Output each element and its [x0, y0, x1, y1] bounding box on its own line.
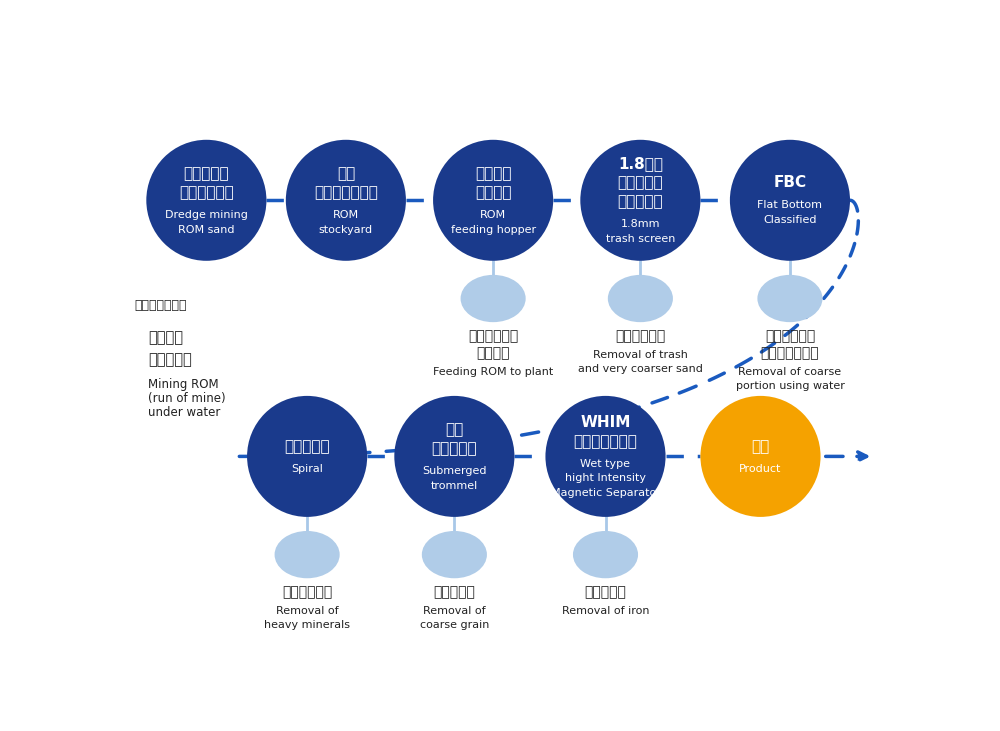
Ellipse shape — [433, 140, 553, 261]
Text: 原鉱供給: 原鉱供給 — [475, 166, 511, 181]
Text: Classified: Classified — [763, 215, 817, 225]
Text: Submerged: Submerged — [422, 466, 487, 476]
Text: 原鉱: 原鉱 — [337, 166, 355, 181]
Text: ドレッジ式: ドレッジ式 — [184, 166, 229, 181]
Text: FBC: FBC — [773, 175, 807, 190]
Text: stockyard: stockyard — [319, 224, 373, 235]
Text: WHIM: WHIM — [580, 414, 631, 430]
Text: 鉄分を除去: 鉄分を除去 — [585, 585, 626, 599]
Text: Spiral: Spiral — [291, 463, 323, 474]
Text: Feeding ROM to plant: Feeding ROM to plant — [433, 367, 553, 377]
Ellipse shape — [730, 140, 850, 261]
Text: feeding hopper: feeding hopper — [451, 224, 536, 235]
Text: ROM: ROM — [480, 210, 506, 220]
Circle shape — [573, 531, 638, 578]
Text: trommel: trommel — [431, 481, 478, 491]
Text: ホッパー: ホッパー — [475, 185, 511, 200]
Circle shape — [422, 531, 487, 578]
Text: 湿式協力磁選機: 湿式協力磁選機 — [574, 433, 637, 449]
Text: hight Intensity: hight Intensity — [565, 474, 646, 483]
Text: ROM sand: ROM sand — [178, 224, 235, 235]
Circle shape — [275, 531, 340, 578]
Ellipse shape — [286, 140, 406, 261]
Text: 原鉱採掘装置: 原鉱採掘装置 — [179, 185, 234, 200]
Text: 1.8mm: 1.8mm — [621, 219, 660, 230]
Ellipse shape — [545, 396, 666, 517]
Text: 原鉱を採掘: 原鉱を採掘 — [148, 352, 192, 367]
Text: 水を利用して: 水を利用して — [765, 329, 815, 343]
Text: トラッシュ: トラッシュ — [618, 175, 663, 190]
Circle shape — [461, 275, 526, 322]
Text: Dredge mining: Dredge mining — [165, 210, 248, 220]
Text: trash screen: trash screen — [606, 234, 675, 244]
Ellipse shape — [700, 396, 821, 517]
Ellipse shape — [146, 140, 266, 261]
Text: Wet type: Wet type — [580, 459, 631, 469]
Text: プラントへの: プラントへの — [468, 329, 518, 343]
Text: Product: Product — [739, 463, 782, 474]
Text: ストックヤード: ストックヤード — [314, 185, 378, 200]
Text: 水面下の: 水面下の — [148, 330, 183, 345]
Text: スパイラル: スパイラル — [284, 439, 330, 454]
Text: Mining ROM: Mining ROM — [148, 378, 219, 390]
Circle shape — [757, 275, 822, 322]
Text: 1.8ミリ: 1.8ミリ — [618, 156, 663, 171]
Text: 粗粒を除去: 粗粒を除去 — [433, 585, 475, 599]
Circle shape — [608, 275, 673, 322]
Text: Magnetic Separator: Magnetic Separator — [551, 488, 660, 498]
Text: 粗ゴミを除去: 粗ゴミを除去 — [615, 329, 666, 343]
Ellipse shape — [247, 396, 367, 517]
Text: スクリーン: スクリーン — [618, 194, 663, 210]
Text: (run of mine): (run of mine) — [148, 392, 226, 405]
Text: 水中: 水中 — [445, 422, 464, 437]
Text: ROM: ROM — [333, 210, 359, 220]
Text: トロンメル: トロンメル — [432, 441, 477, 456]
Ellipse shape — [394, 396, 514, 517]
Text: Removal of: Removal of — [276, 607, 338, 616]
Text: 製品: 製品 — [751, 439, 770, 454]
Text: and very coarser sand: and very coarser sand — [578, 364, 703, 374]
Text: Removal of coarse: Removal of coarse — [738, 367, 842, 377]
Ellipse shape — [580, 140, 700, 261]
Text: Removal of iron: Removal of iron — [562, 607, 649, 616]
Text: 粗粒部分を除去: 粗粒部分を除去 — [761, 346, 819, 360]
Text: Removal of trash: Removal of trash — [593, 350, 688, 360]
Text: （上記の説明）: （上記の説明） — [134, 299, 187, 312]
Text: 原鉱供給: 原鉱供給 — [476, 346, 510, 360]
Text: under water: under water — [148, 406, 221, 419]
Text: coarse grain: coarse grain — [420, 620, 489, 630]
Text: heavy minerals: heavy minerals — [264, 620, 350, 630]
Text: portion using water: portion using water — [736, 381, 844, 390]
Text: 重鉱物を除去: 重鉱物を除去 — [282, 585, 332, 599]
Text: Removal of: Removal of — [423, 607, 486, 616]
Text: Flat Bottom: Flat Bottom — [757, 200, 822, 211]
